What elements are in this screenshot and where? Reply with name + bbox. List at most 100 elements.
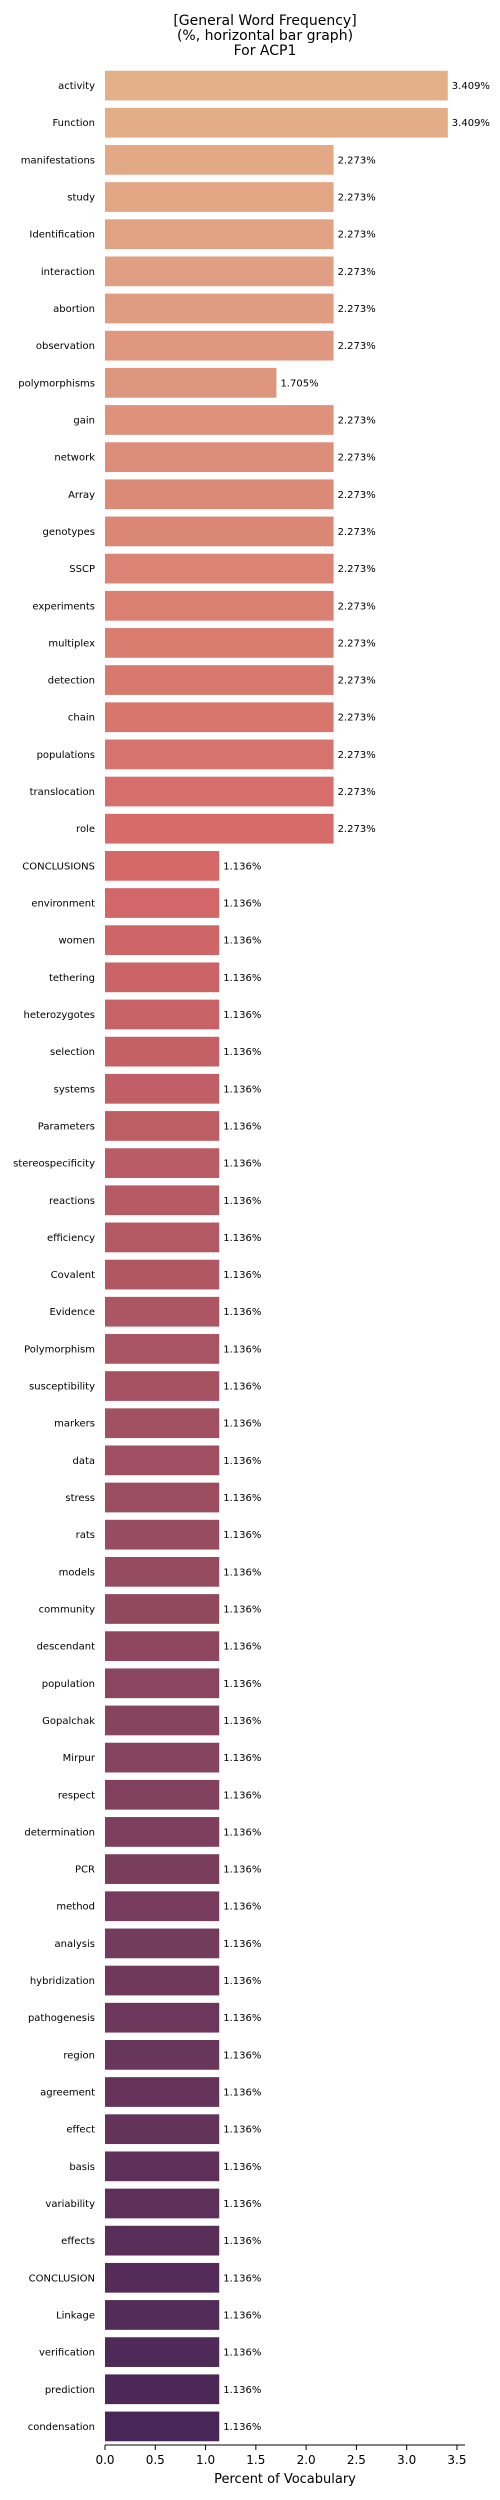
bar	[105, 1631, 220, 1662]
bar	[105, 1519, 220, 1550]
value-label: 1.136%	[223, 1679, 261, 1690]
value-label: 2.273%	[338, 676, 376, 687]
value-label: 2.273%	[338, 267, 376, 278]
x-tick-label: 1.0	[196, 2453, 215, 2467]
bar	[105, 2077, 220, 2107]
category-label: PCR	[75, 1865, 95, 1876]
value-label: 1.136%	[223, 1902, 261, 1913]
bar	[105, 1779, 220, 1810]
chart-title: [General Word Frequency](%, horizontal b…	[173, 13, 356, 59]
value-label: 1.136%	[223, 1976, 261, 1987]
category-label: models	[59, 1567, 95, 1578]
value-label: 1.136%	[223, 2236, 261, 2247]
value-label: 2.273%	[338, 564, 376, 575]
value-label: 1.136%	[223, 1382, 261, 1393]
category-label: stress	[65, 1493, 95, 1504]
category-label: analysis	[55, 1939, 96, 1950]
bar	[105, 1928, 220, 1959]
category-label: method	[56, 1902, 95, 1913]
value-label: 1.136%	[223, 2162, 261, 2173]
category-label: hybridization	[30, 1976, 95, 1987]
value-label: 1.136%	[223, 1604, 261, 1615]
value-label: 2.273%	[338, 601, 376, 612]
bar	[105, 813, 334, 844]
value-label: 1.136%	[223, 973, 261, 984]
x-tick-label: 0.5	[146, 2453, 165, 2467]
category-labels: activity Function manifestations study Ident…	[13, 81, 96, 2433]
bar	[105, 2151, 220, 2182]
category-label: observation	[36, 341, 95, 352]
value-label: 1.136%	[223, 1530, 261, 1541]
value-label: 1.136%	[223, 1196, 261, 1207]
value-label: 1.136%	[223, 1010, 261, 1021]
bar	[105, 1742, 220, 1773]
bar	[105, 1111, 220, 1141]
bar	[105, 1148, 220, 1178]
bar	[105, 962, 220, 993]
bar	[105, 1705, 220, 1736]
value-label: 1.136%	[223, 2050, 261, 2061]
category-label: Parameters	[38, 1121, 95, 1132]
x-tick-label: 0.0	[95, 2453, 114, 2467]
value-label: 1.136%	[223, 2088, 261, 2099]
category-label: role	[76, 824, 95, 835]
category-label: Polymorphism	[24, 1344, 95, 1355]
bar	[105, 1259, 220, 1290]
category-label: activity	[58, 81, 95, 92]
bar	[105, 1296, 220, 1327]
category-label: populations	[37, 750, 95, 761]
x-axis: 0.0 0.5 1.0 1.5 2.0 2.5 3.0 3.5	[95, 2444, 467, 2467]
bar	[105, 2225, 220, 2256]
category-label: CONCLUSION	[29, 2273, 95, 2284]
x-tick-label: 3.5	[447, 2453, 466, 2467]
value-label: 1.136%	[223, 2013, 261, 2024]
chart-title-line: (%, horizontal bar graph)	[177, 28, 353, 44]
bar	[105, 1556, 220, 1587]
bar	[105, 702, 334, 733]
category-label: Identification	[29, 230, 95, 241]
value-label: 1.136%	[223, 2199, 261, 2210]
bar	[105, 739, 334, 770]
category-label: determination	[24, 1827, 95, 1838]
bar	[105, 219, 334, 250]
bar	[105, 2262, 220, 2293]
value-label: 1.136%	[223, 1344, 261, 1355]
value-label: 1.136%	[223, 1567, 261, 1578]
category-label: Array	[68, 490, 95, 501]
bar	[105, 2411, 220, 2442]
x-tick-label: 3.0	[397, 2453, 416, 2467]
x-tick-label: 1.5	[246, 2453, 265, 2467]
bar	[105, 999, 220, 1030]
bar	[105, 628, 334, 658]
value-label: 3.409%	[452, 81, 490, 92]
category-label: efficiency	[47, 1233, 95, 1244]
bar	[105, 1965, 220, 1996]
category-label: Evidence	[49, 1307, 95, 1318]
bar	[105, 107, 448, 138]
bar	[105, 1817, 220, 1847]
category-label: prediction	[45, 2385, 95, 2396]
value-label: 1.136%	[223, 2125, 261, 2136]
bar	[105, 442, 334, 473]
category-label: detection	[48, 676, 95, 687]
category-label: population	[42, 1679, 95, 1690]
bar	[105, 2374, 220, 2405]
value-label: 1.136%	[223, 1159, 261, 1170]
bar	[105, 665, 334, 695]
value-label: 1.136%	[223, 1642, 261, 1653]
value-label: 2.273%	[338, 527, 376, 538]
value-label: 1.136%	[223, 1270, 261, 1281]
value-label: 2.273%	[338, 490, 376, 501]
category-label: selection	[50, 1047, 95, 1058]
value-label: 1.136%	[223, 1233, 261, 1244]
value-label: 1.136%	[223, 1865, 261, 1876]
category-label: reactions	[49, 1196, 95, 1207]
bar	[105, 1482, 220, 1513]
value-label: 1.136%	[223, 936, 261, 947]
value-label: 1.136%	[223, 2273, 261, 2284]
category-label: heterozygotes	[24, 1010, 96, 1021]
bar	[105, 182, 334, 212]
category-label: verification	[39, 2348, 95, 2359]
category-label: polymorphisms	[18, 378, 95, 389]
category-label: stereospecificity	[13, 1159, 95, 1170]
